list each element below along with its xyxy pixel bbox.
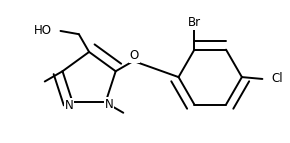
Text: Cl: Cl bbox=[272, 73, 283, 86]
Text: O: O bbox=[130, 49, 139, 62]
Text: HO: HO bbox=[34, 24, 52, 37]
Text: N: N bbox=[65, 99, 73, 112]
Text: N: N bbox=[105, 98, 114, 111]
Text: Br: Br bbox=[188, 16, 201, 29]
